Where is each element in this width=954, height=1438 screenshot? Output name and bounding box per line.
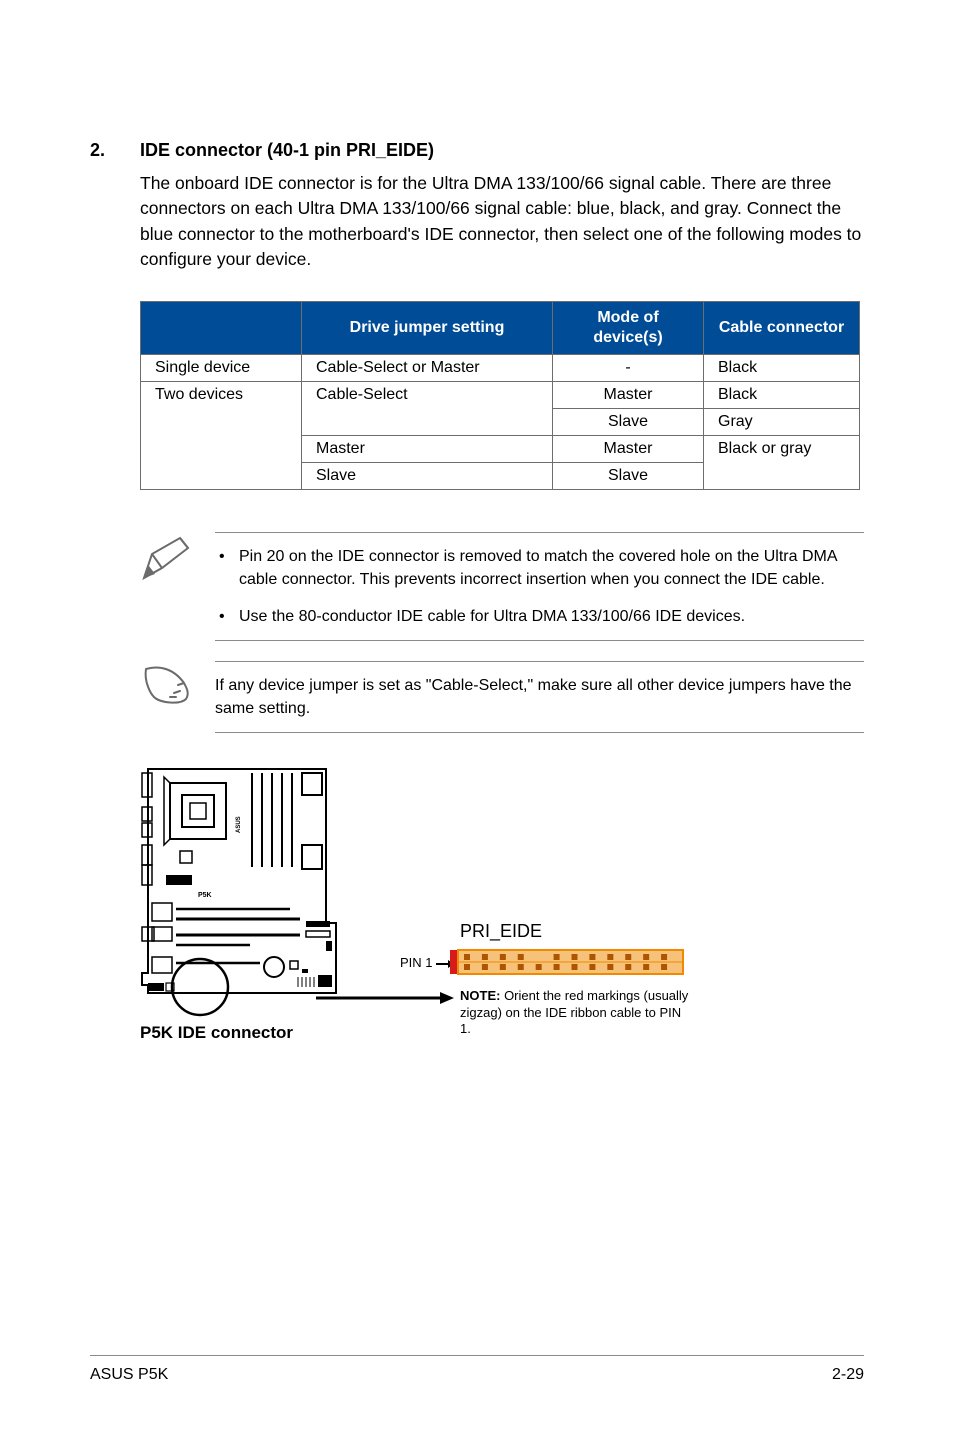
table-row: Two devices Cable-Select Master Black — [141, 381, 860, 408]
cell: Slave — [553, 408, 704, 435]
arrow-icon — [316, 991, 456, 1010]
cell: Black — [704, 354, 860, 381]
note-content: If any device jumper is set as "Cable-Se… — [215, 661, 864, 733]
note-block-info: Pin 20 on the IDE connector is removed t… — [140, 532, 864, 642]
cell: Cable-Select or Master — [302, 354, 553, 381]
pin1-label: PIN 1 — [400, 955, 454, 970]
th-mode: Mode of device(s) — [553, 301, 704, 354]
footer-divider — [90, 1355, 864, 1356]
note-bullet: Use the 80-conductor IDE cable for Ultra… — [239, 605, 864, 628]
note-content: Pin 20 on the IDE connector is removed t… — [215, 532, 864, 642]
asus-label: ASUS — [236, 817, 242, 834]
footer-right: 2-29 — [832, 1366, 864, 1384]
orient-note-bold: NOTE: — [460, 988, 500, 1003]
page: 2. IDE connector (40-1 pin PRI_EIDE) The… — [0, 0, 954, 1438]
section-body: The onboard IDE connector is for the Ult… — [140, 171, 864, 273]
section-number: 2. — [90, 140, 140, 161]
table-row: Single device Cable-Select or Master - B… — [141, 354, 860, 381]
th-blank — [141, 301, 302, 354]
note-block-tip: If any device jumper is set as "Cable-Se… — [140, 661, 864, 733]
section-title: 2. IDE connector (40-1 pin PRI_EIDE) — [90, 140, 864, 161]
table-header-row: Drive jumper setting Mode of device(s) C… — [141, 301, 860, 354]
ide-connector-icon — [450, 947, 685, 982]
model-label: P5K — [198, 892, 212, 899]
cell: Gray — [704, 408, 860, 435]
cell: Black — [704, 381, 860, 408]
cell: Cable-Select — [302, 381, 553, 435]
cell: Slave — [302, 462, 553, 489]
cell: Two devices — [141, 381, 302, 489]
cell: Master — [553, 381, 704, 408]
motherboard-diagram: ASUS P5K — [140, 763, 345, 1028]
diagram-area: ASUS P5K — [140, 763, 864, 1063]
hand-point-icon — [140, 661, 195, 712]
cell: Master — [553, 435, 704, 462]
board-caption: P5K IDE connector — [140, 1023, 293, 1043]
footer-left: ASUS P5K — [90, 1366, 168, 1384]
pencil-icon — [140, 532, 195, 587]
cell: Master — [302, 435, 553, 462]
th-setting: Drive jumper setting — [302, 301, 553, 354]
cell: Black or gray — [704, 435, 860, 489]
cell: Single device — [141, 354, 302, 381]
page-footer: ASUS P5K 2-29 — [90, 1365, 864, 1384]
orient-note: NOTE: Orient the red markings (usually z… — [460, 988, 690, 1037]
jumper-table: Drive jumper setting Mode of device(s) C… — [140, 301, 860, 490]
note-bullet: Pin 20 on the IDE connector is removed t… — [239, 545, 864, 591]
th-cable: Cable connector — [704, 301, 860, 354]
section-title-text: IDE connector (40-1 pin PRI_EIDE) — [140, 140, 434, 161]
cell: Slave — [553, 462, 704, 489]
pri-eide-label: PRI_EIDE — [460, 921, 542, 942]
cell: - — [553, 354, 704, 381]
